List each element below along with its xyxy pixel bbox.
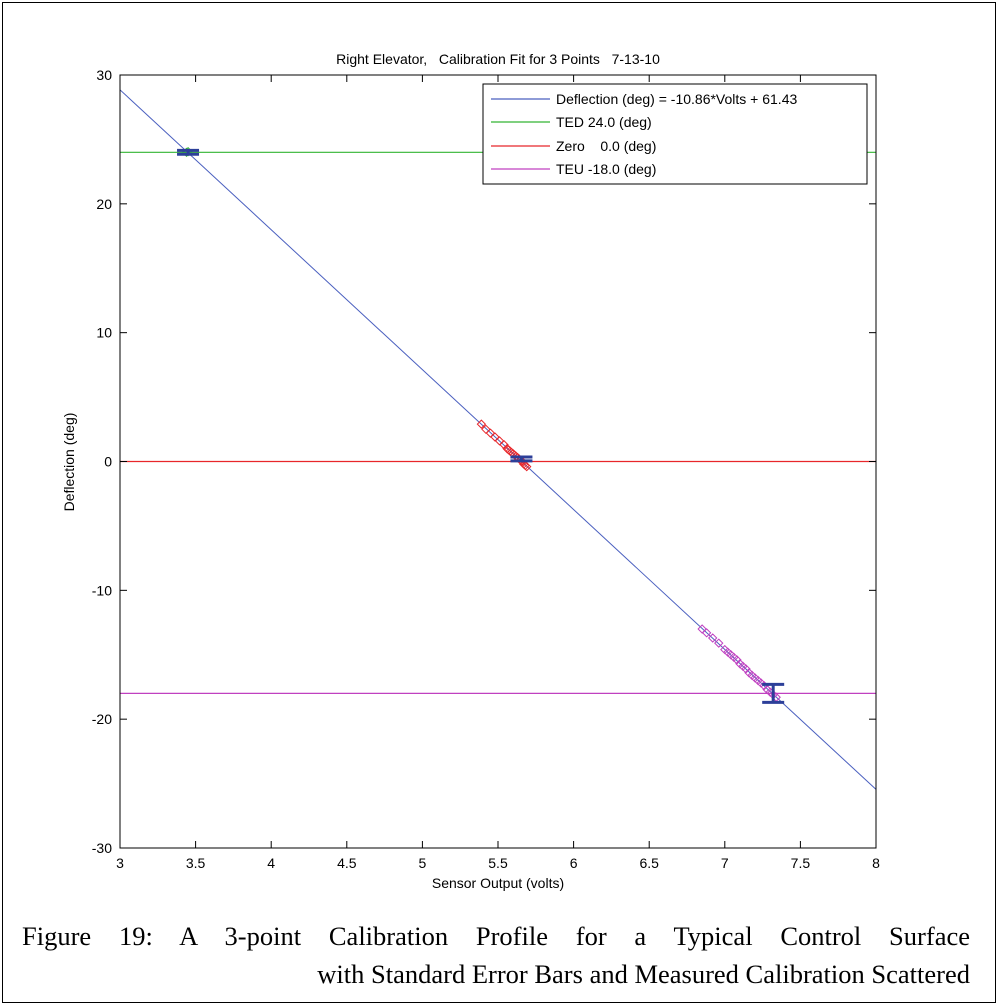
x-tick-label: 7 bbox=[721, 855, 729, 871]
x-tick-label: 5 bbox=[419, 855, 427, 871]
x-axis: 3 3.5 4 4.5 5 5.5 6 6.5 7 7.5 8 bbox=[116, 75, 880, 871]
x-tick-label: 7.5 bbox=[791, 855, 811, 871]
legend-entry-ted: TED 24.0 (deg) bbox=[556, 114, 652, 130]
legend-entry-fit: Deflection (deg) = -10.86*Volts + 61.43 bbox=[556, 91, 797, 107]
y-tick-label: 10 bbox=[96, 325, 112, 341]
chart-error-bars bbox=[177, 148, 785, 704]
x-axis-label: Sensor Output (volts) bbox=[432, 875, 564, 891]
y-axis-label: Deflection (deg) bbox=[61, 413, 77, 512]
x-tick-label: 5.5 bbox=[488, 855, 508, 871]
calibration-chart: 3 3.5 4 4.5 5 5.5 6 6.5 7 7.5 8 -30 -20 -10 0 10 20 30 R… bbox=[61, 51, 880, 891]
legend-box bbox=[482, 83, 868, 185]
legend-entry-teu: TEU -18.0 (deg) bbox=[556, 161, 656, 177]
error-bar-2 bbox=[762, 682, 785, 704]
figure-caption: Figure 19: A 3-point Calibration Profile… bbox=[22, 917, 970, 993]
data-point-1-5 bbox=[499, 440, 509, 450]
y-tick-label: -10 bbox=[92, 582, 112, 598]
data-point-2-3 bbox=[714, 638, 724, 648]
data-point-2-11 bbox=[741, 664, 751, 674]
data-point-2-1 bbox=[701, 628, 712, 638]
y-tick-label: 0 bbox=[104, 454, 112, 470]
data-point-2-8 bbox=[732, 655, 742, 665]
error-bar-1 bbox=[510, 455, 533, 463]
y-axis: -30 -20 -10 0 10 20 30 bbox=[92, 67, 876, 856]
x-tick-label: 6.5 bbox=[639, 855, 659, 871]
y-tick-label: 20 bbox=[96, 196, 112, 212]
x-tick-label: 8 bbox=[872, 855, 880, 871]
legend: Deflection (deg) = -10.86*Volts + 61.43 … bbox=[482, 83, 868, 185]
y-tick-label: -20 bbox=[92, 711, 112, 727]
y-tick-label: 30 bbox=[96, 67, 112, 83]
x-tick-label: 4 bbox=[267, 855, 275, 871]
legend-entry-zero: Zero 0.0 (deg) bbox=[556, 138, 656, 154]
x-tick-label: 3.5 bbox=[186, 855, 206, 871]
x-tick-label: 4.5 bbox=[337, 855, 357, 871]
x-tick-label: 3 bbox=[116, 855, 124, 871]
error-bar-0 bbox=[177, 148, 200, 156]
caption-line-2: with Standard Error Bars and Measured Ca… bbox=[317, 959, 970, 989]
chart-title: Right Elevator, Calibration Fit for 3 Po… bbox=[336, 51, 660, 67]
x-tick-label: 6 bbox=[570, 855, 578, 871]
y-tick-label: -30 bbox=[92, 840, 112, 856]
data-point-1-19 bbox=[522, 461, 532, 472]
caption-line-1: Figure 19: A 3-point Calibration Profile… bbox=[22, 921, 970, 951]
data-point-2-2 bbox=[707, 633, 718, 643]
data-point-1-0 bbox=[476, 419, 487, 429]
